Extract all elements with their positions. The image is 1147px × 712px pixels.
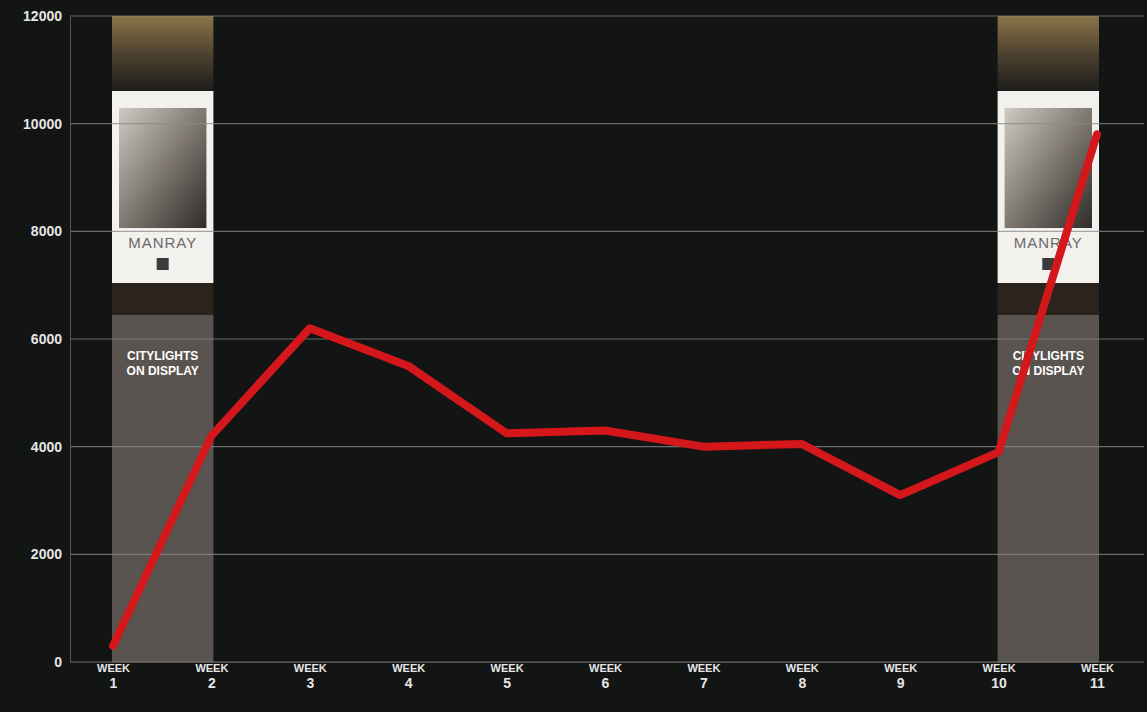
- tick: WEEK1: [97, 662, 130, 691]
- tick-label: 12000: [23, 8, 62, 24]
- tick-label: WEEK1: [97, 662, 130, 691]
- tick-label: 10000: [23, 116, 62, 132]
- tick-label: WEEK3: [294, 662, 327, 691]
- tick: WEEK5: [491, 662, 524, 691]
- tick: WEEK8: [786, 662, 819, 691]
- poster-top: [112, 16, 213, 91]
- tick-label: WEEK4: [392, 662, 425, 691]
- tick: 0: [54, 654, 70, 670]
- grid-line: [70, 338, 1144, 339]
- tick-label: 2000: [31, 546, 62, 562]
- annotation: CITYLIGHTSON DISPLAY: [127, 349, 199, 378]
- tick: 12000: [23, 8, 70, 24]
- band: [998, 315, 1099, 662]
- grid: [70, 16, 1144, 662]
- y-axis: 0 2000 4000 6000 8000 10000 12000: [23, 8, 70, 670]
- x-axis: WEEK1 WEEK2 WEEK3 WEEK4 WEEK5 WEEK6 WEEK7 WEEK8…: [97, 662, 1114, 691]
- grid-line: [70, 446, 1144, 447]
- tick-label: WEEK2: [195, 662, 228, 691]
- grid-line: [70, 554, 1144, 555]
- tick-label: WEEK10: [983, 662, 1016, 691]
- tick: WEEK2: [195, 662, 228, 691]
- ground: [112, 283, 213, 315]
- poster-logo: [157, 258, 169, 270]
- tick: 10000: [23, 116, 70, 132]
- tick-label: WEEK9: [884, 662, 917, 691]
- tick-label: 4000: [31, 439, 62, 455]
- tick-label: WEEK8: [786, 662, 819, 691]
- tick: 6000: [31, 331, 70, 347]
- tick: 2000: [31, 546, 70, 562]
- tick: 4000: [31, 439, 70, 455]
- tick: WEEK9: [884, 662, 917, 691]
- poster-photo: [119, 108, 206, 228]
- tick-label: WEEK6: [589, 662, 622, 691]
- tick-label: WEEK11: [1081, 662, 1114, 691]
- grid-line: [70, 123, 1144, 124]
- poster-top: [998, 16, 1099, 91]
- grid-line: [70, 15, 1144, 16]
- poster-photo: [1005, 108, 1092, 228]
- tick-label: 6000: [31, 331, 62, 347]
- tick: 8000: [31, 223, 70, 239]
- tick-label: 8000: [31, 223, 62, 239]
- tick-label: WEEK7: [687, 662, 720, 691]
- plot-area: [113, 134, 1097, 645]
- chart: MANRAYCITYLIGHTSON DISPLAYMANRAYCITYLIGH…: [0, 0, 1147, 712]
- tick-label: 0: [54, 654, 62, 670]
- grid-line: [70, 231, 1144, 232]
- tick: WEEK4: [392, 662, 425, 691]
- axis-line: [70, 17, 71, 663]
- tick: WEEK10: [983, 662, 1016, 691]
- tick: WEEK3: [294, 662, 327, 691]
- tick: WEEK11: [1081, 662, 1114, 691]
- tick: WEEK6: [589, 662, 622, 691]
- tick: WEEK7: [687, 662, 720, 691]
- line: [113, 134, 1097, 645]
- tick-label: WEEK5: [491, 662, 524, 691]
- poster-text: MANRAY: [128, 234, 197, 251]
- poster: [112, 91, 213, 283]
- poster-text: MANRAY: [1014, 234, 1083, 251]
- background: [0, 0, 1147, 712]
